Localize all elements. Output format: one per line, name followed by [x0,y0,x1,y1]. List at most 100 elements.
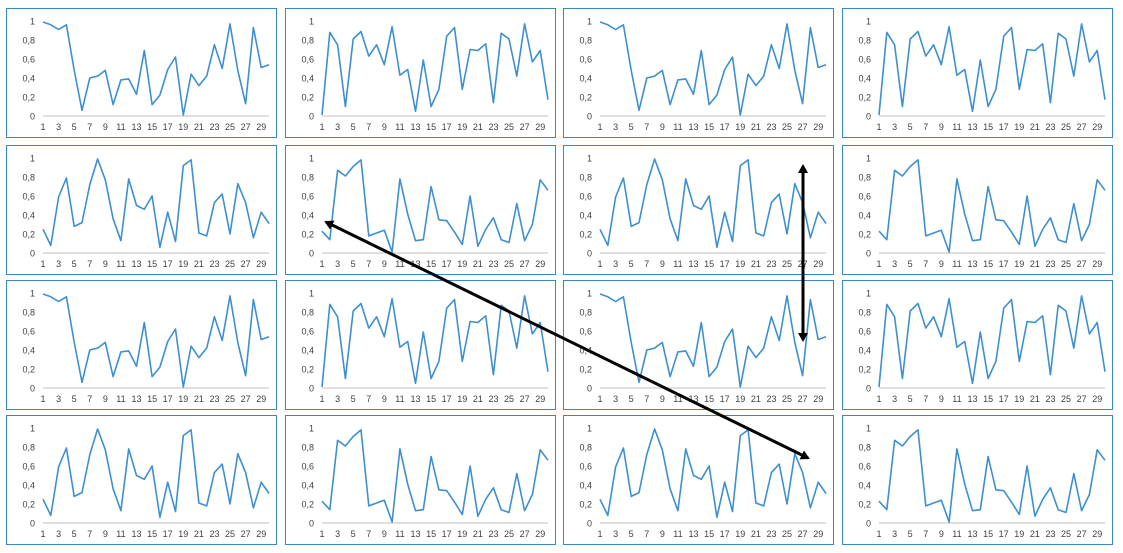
x-tick-label: 3 [892,394,897,404]
y-tick-label: 0,8 [301,308,314,318]
y-tick-label: 1 [866,424,871,434]
x-tick-label: 9 [660,122,665,132]
x-tick-label: 25 [1061,394,1071,404]
x-tick-label: 23 [1045,394,1055,404]
x-tick-label: 17 [442,394,452,404]
x-tick-label: 3 [56,122,61,132]
x-tick-label: 25 [1061,122,1071,132]
y-tick-label: 1 [587,17,592,27]
x-tick-label: 15 [147,529,157,539]
y-tick-label: 0,8 [579,308,592,318]
y-tick-label: 0,2 [22,230,35,240]
x-tick-label: 29 [535,259,545,269]
x-tick-label: 15 [983,529,993,539]
x-tick-label: 17 [163,529,173,539]
x-tick-label: 25 [504,259,514,269]
x-tick-label: 15 [704,529,714,539]
y-tick-label: 0,8 [301,36,314,46]
y-tick-label: 0,4 [858,211,871,221]
x-tick-label: 7 [923,394,928,404]
line-chart: 00,20,40,60,811 3 5 7 9 11 13 15 17 19 21 23 25 27 29 [579,154,827,269]
x-tick-label: 21 [473,259,483,269]
x-tick-label: 23 [766,122,776,132]
line-chart: 00,20,40,60,811 3 5 7 9 11 13 15 17 19 21 23 25 27 29 [301,424,549,539]
x-tick-label: 7 [644,122,649,132]
x-tick-label: 29 [1092,122,1102,132]
x-tick-label: 19 [735,529,745,539]
x-tick-label: 27 [520,259,530,269]
y-tick-label: 0 [309,384,314,394]
x-tick-label: 7 [366,529,371,539]
x-tick-label: 7 [923,529,928,539]
y-tick-label: 0,2 [579,93,592,103]
x-tick-label: 17 [442,529,452,539]
line-chart: 00,20,40,60,811 3 5 7 9 11 13 15 17 19 21 23 25 27 29 [579,289,827,404]
x-tick-label: 9 [939,394,944,404]
x-tick-label: 1 [40,259,45,269]
x-tick-label: 7 [923,259,928,269]
x-tick-label: 25 [225,529,235,539]
x-tick-label: 13 [968,259,978,269]
x-tick-label: 1 [597,529,602,539]
x-tick-label: 9 [382,394,387,404]
x-tick-label: 29 [256,529,266,539]
x-tick-label: 21 [473,529,483,539]
line-chart: 00,20,40,60,811 3 5 7 9 11 13 15 17 19 21 23 25 27 29 [22,17,270,132]
x-tick-label: 23 [209,394,219,404]
x-tick-label: 5 [629,529,634,539]
x-tick-label: 25 [782,259,792,269]
x-tick-label: 21 [751,529,761,539]
x-tick-label: 11 [395,259,404,269]
series-line [321,23,549,116]
x-tick-label: 29 [256,122,266,132]
y-tick-label: 0,6 [22,192,35,202]
y-tick-label: 0,2 [579,230,592,240]
series-line [42,293,270,388]
y-tick-label: 0,8 [858,443,871,453]
x-tick-label: 1 [597,122,602,132]
y-tick-label: 0,8 [301,173,314,183]
x-tick-label: 29 [1092,259,1102,269]
y-tick-label: 0 [309,519,314,529]
x-tick-label: 15 [983,394,993,404]
x-tick-label: 3 [613,122,618,132]
x-tick-label: 5 [72,529,77,539]
x-tick-label: 23 [1045,259,1055,269]
chart-panel-r1-c2: 0 0,2 0,4 0,6 0,8 1 1 3 5 7 9 11 13 15 17 19 21 23 25 27 29 [285,8,556,138]
y-tick-label: 0,4 [301,74,314,84]
x-tick-label: 11 [673,259,682,269]
x-tick-label: 19 [457,529,467,539]
x-tick-label: 19 [735,259,745,269]
line-chart: 00,20,40,60,811 3 5 7 9 11 13 15 17 19 21 23 25 27 29 [22,289,270,404]
y-tick-label: 0 [30,519,35,529]
chart-panel-r4-c4: 0 0,2 0,4 0,6 0,8 1 1 3 5 7 9 11 13 15 17 19 21 23 25 27 29 [842,415,1113,545]
x-tick-label: 5 [351,394,356,404]
series-line [42,428,270,519]
x-tick-label: 21 [194,122,204,132]
x-tick-label: 29 [256,259,266,269]
y-tick-label: 0 [866,384,871,394]
y-tick-label: 0,6 [858,462,871,472]
y-tick-label: 0,6 [22,327,35,337]
x-tick-label: 21 [473,122,483,132]
x-tick-label: 27 [1077,529,1087,539]
x-tick-label: 17 [442,259,452,269]
x-tick-label: 13 [411,529,421,539]
x-tick-label: 27 [520,529,530,539]
y-tick-label: 1 [30,289,35,299]
x-tick-label: 11 [395,394,404,404]
x-tick-label: 29 [256,394,266,404]
x-tick-label: 23 [209,259,219,269]
y-tick-label: 0,4 [301,346,314,356]
y-tick-label: 0,2 [22,500,35,510]
y-tick-label: 0 [309,112,314,122]
x-tick-label: 1 [319,122,324,132]
y-tick-label: 0,2 [579,365,592,375]
x-tick-label: 25 [225,394,235,404]
x-tick-label: 5 [908,122,913,132]
x-tick-label: 23 [488,394,498,404]
line-chart: 00,20,40,60,811 3 5 7 9 11 13 15 17 19 21 23 25 27 29 [22,154,270,269]
x-tick-label: 3 [335,122,340,132]
x-tick-label: 7 [87,394,92,404]
x-tick-label: 27 [241,259,251,269]
